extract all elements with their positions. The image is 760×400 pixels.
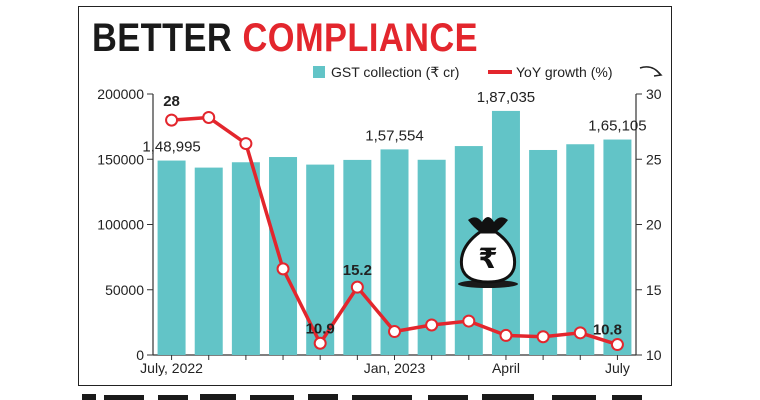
title-part-2: COMPLIANCE [242,16,479,60]
y-left-tick-label: 50000 [105,282,144,298]
x-tick-label: July [605,360,630,376]
x-tick-label: July, 2022 [140,360,203,376]
line-point [276,262,290,276]
bar-data-label: 1,48,995 [142,139,200,156]
legend-swatch-gst [313,66,325,78]
x-tick-label: Jan, 2023 [364,360,426,376]
line-point [610,338,624,352]
y-left-tick-label: 150000 [97,151,144,167]
cropped-text-strip [82,394,642,400]
line-point [573,326,587,340]
bar [157,160,186,355]
line-data-label: 10.8 [593,322,622,339]
bar-data-label: 1,65,105 [588,118,646,135]
y-right-tick-label: 10 [646,347,662,363]
bar [380,149,409,355]
line-point [388,325,401,339]
x-tick-label: April [492,360,520,376]
y-right-tick-label: 25 [646,151,662,167]
y-left-tick-label: 200000 [97,86,144,102]
line-data-label: 10.9 [306,320,335,337]
y-left-tick-label: 100000 [97,217,144,233]
bar-data-label: 1,57,554 [365,127,423,144]
legend: GST collection (₹ cr) YoY growth (%) [313,64,663,80]
money-bag-rupee-icon: ₹ [458,217,518,288]
line-point [165,113,179,127]
title-part-1: BETTER [92,16,233,60]
chart-title: BETTER COMPLIANCE [92,14,478,62]
bar-data-label: 1,87,035 [477,89,535,106]
line-point [499,328,513,342]
y-right-tick-label: 30 [646,86,662,102]
line-data-label: 28 [163,93,180,110]
line-point [313,336,327,350]
legend-label-gst: GST collection (₹ cr) [331,64,459,80]
legend-label-yoy: YoY growth (%) [516,64,613,80]
bar [603,139,632,355]
line-point [536,330,550,344]
axes: 0 50000 100000 150000 200000 10 15 20 25 30 July, … [97,86,662,376]
svg-text:₹: ₹ [478,242,497,275]
y-right-tick-label: 15 [646,282,662,298]
legend-arrowhead-icon [653,69,663,77]
line-point [239,137,253,151]
y-right-tick-label: 20 [646,217,662,233]
line-data-label: 15.2 [343,262,372,279]
data-labels: 1,48,995 1,57,554 1,87,035 1,65,105 28 10.9 15… [142,89,646,339]
bar [269,157,298,355]
line-point [202,110,216,124]
line-point [462,314,476,328]
line-series [165,110,624,352]
y-left-tick-label: 0 [136,347,144,363]
bar [231,162,260,355]
bar [343,159,372,355]
line-point [350,280,364,294]
bar-series [157,110,632,355]
bar [194,167,223,355]
line-point [425,318,439,332]
bar [566,144,595,355]
bar [529,149,558,355]
